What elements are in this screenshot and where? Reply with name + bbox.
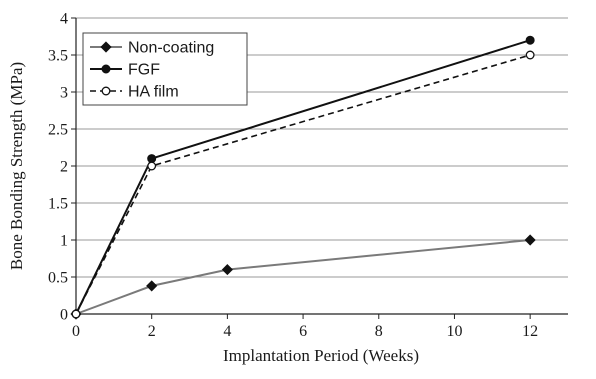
legend-label-1: FGF (128, 62, 160, 79)
y-tick-label-5: 2.5 (48, 122, 68, 139)
x-tick-label-0: 0 (72, 323, 80, 340)
y-tick-label-1: 0.5 (48, 270, 68, 287)
x-tick-label-2: 4 (223, 323, 231, 340)
tick-labels: 0 0.5 1 1.5 2 2.5 3 3.5 4 0 2 4 6 8 10 12 (48, 11, 538, 341)
legend-marker-0 (100, 41, 112, 53)
legend-marker-2 (101, 86, 111, 96)
data-point-s1-1 (147, 154, 157, 164)
x-axis-title: Implantation Period (Weeks) (223, 346, 419, 365)
series-markers (70, 35, 536, 320)
legend-label-2: HA film (128, 84, 179, 101)
series-line-2 (75, 54, 531, 315)
series-line-0 (75, 239, 531, 315)
y-tick-label-2: 1 (60, 233, 68, 250)
x-tick-label-3: 6 (299, 323, 307, 340)
y-tick-label-7: 3.5 (48, 48, 68, 65)
data-point-s2-0 (71, 309, 81, 319)
y-tick-label-8: 4 (60, 11, 68, 28)
x-tick-label-6: 12 (522, 323, 538, 340)
data-point-s0-3 (524, 234, 536, 246)
x-tick-label-4: 8 (375, 323, 383, 340)
data-point-s2-2 (525, 50, 535, 60)
x-tick-label-5: 10 (446, 323, 462, 340)
data-point-s1-2 (525, 35, 535, 45)
y-tick-label-3: 1.5 (48, 196, 68, 213)
data-point-s0-1 (146, 280, 158, 292)
x-tick-label-1: 2 (148, 323, 156, 340)
y-tick-label-0: 0 (60, 307, 68, 324)
y-axis-title: Bone Bonding Strength (MPa) (7, 62, 26, 270)
data-point-s0-2 (221, 264, 233, 276)
legend-label-0: Non-coating (128, 40, 214, 57)
y-tick-label-4: 2 (60, 159, 68, 176)
y-tick-label-6: 3 (60, 85, 68, 102)
data-point-s2-1 (147, 161, 157, 171)
legend: Non-coating FGF HA film (82, 32, 248, 106)
legend-marker-1 (101, 64, 111, 74)
